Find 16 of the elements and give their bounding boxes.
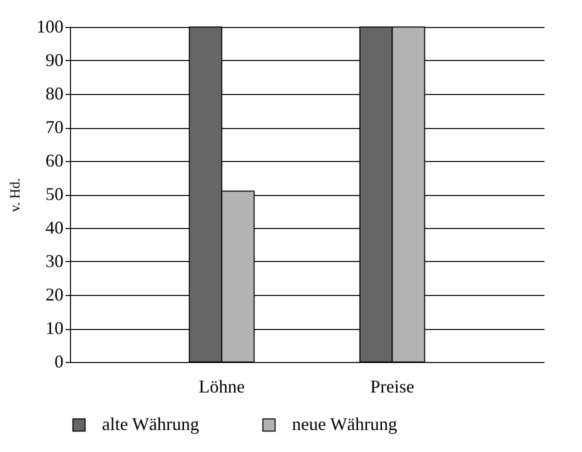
y-tick-label: 90 <box>46 50 64 70</box>
y-tick-label: 60 <box>46 150 64 170</box>
x-tick-label: Preise <box>370 376 414 396</box>
y-tick-label: 0 <box>54 352 64 372</box>
legend-label: alte Währung <box>102 414 200 434</box>
legend-label: neue Währung <box>292 414 398 434</box>
y-tick-label: 10 <box>46 318 64 338</box>
y-tick-label: 80 <box>46 84 64 104</box>
y-tick-label: 30 <box>46 251 64 271</box>
y-tick-label: 20 <box>46 284 64 304</box>
x-tick-label: Löhne <box>198 376 245 396</box>
y-tick-label: 40 <box>46 218 64 238</box>
y-tick-label: 50 <box>46 184 64 204</box>
y-tick-label: 70 <box>46 117 64 137</box>
y-tick-label: 100 <box>36 16 64 36</box>
y-axis-title: v. Hd. <box>8 178 24 212</box>
